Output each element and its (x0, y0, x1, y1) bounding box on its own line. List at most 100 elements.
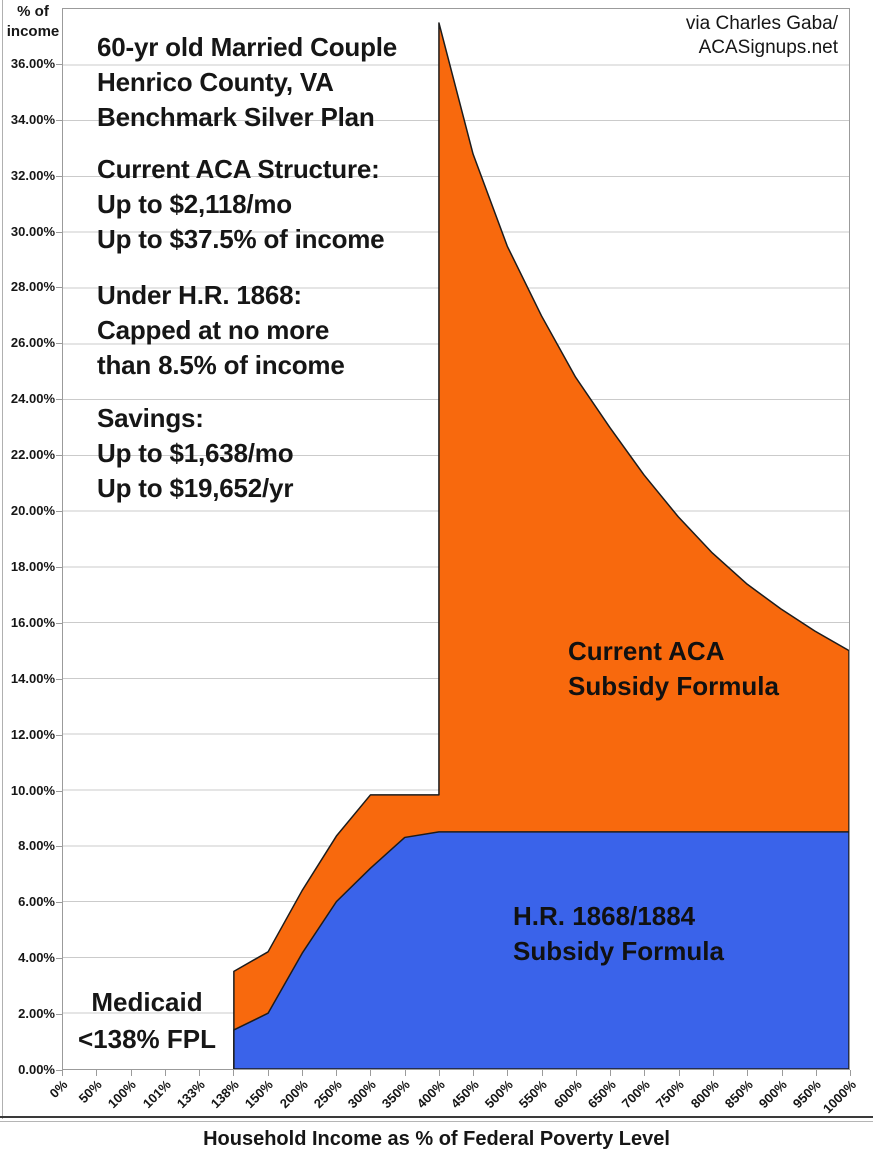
series-label-line: Subsidy Formula (568, 671, 779, 701)
series-label-line: Current ACA (568, 636, 725, 666)
x-axis-tick-label: 250% (310, 1077, 345, 1112)
x-axis-tick-label: 300% (344, 1077, 379, 1112)
x-axis-tick-label: 133% (173, 1077, 208, 1112)
x-axis-tick-label: 600% (550, 1077, 585, 1112)
y-axis-tick-label: 2.00% (18, 1006, 55, 1022)
plot-area (62, 8, 850, 1070)
x-axis-tick-label: 101% (139, 1077, 174, 1112)
annotation-line: Benchmark Silver Plan (97, 102, 375, 132)
annotation-current-aca: Current ACA Structure: Up to $2,118/mo U… (97, 152, 385, 257)
annotation-line: Current ACA Structure: (97, 154, 380, 184)
x-axis-tick (336, 1070, 338, 1076)
annotation-line: Up to $1,638/mo (97, 438, 294, 468)
y-axis-tick (56, 958, 62, 960)
y-axis-tick (56, 231, 62, 233)
y-axis-tick (56, 1070, 62, 1071)
x-axis-tick (130, 1070, 132, 1076)
annotation-savings: Savings: Up to $1,638/mo Up to $19,652/y… (97, 401, 294, 506)
bottom-rule-dark (0, 1116, 873, 1118)
x-axis-tick (850, 1070, 851, 1076)
x-axis-tick (438, 1070, 440, 1076)
y-axis-title-line2: income (6, 23, 60, 40)
y-axis-tick-label: 18.00% (10, 558, 55, 574)
x-axis-tick (164, 1070, 166, 1076)
annotation-line: Up to $19,652/yr (97, 473, 294, 503)
y-axis-tick (56, 1014, 62, 1016)
x-axis-tick (815, 1070, 817, 1076)
y-axis-tick (56, 511, 62, 513)
y-axis-tick-label: 12.00% (10, 726, 55, 742)
annotation-line: Up to $2,118/mo (97, 189, 292, 219)
x-axis-tick-label: 800% (687, 1077, 722, 1112)
annotation-line: Up to $37.5% of income (97, 224, 385, 254)
x-axis-tick (62, 1070, 63, 1076)
x-axis-tick-label: 750% (653, 1077, 688, 1112)
y-axis-tick (56, 846, 62, 848)
annotation-line: than 8.5% of income (97, 350, 345, 380)
y-axis-tick (56, 63, 62, 65)
y-axis-tick-label: 4.00% (18, 950, 55, 966)
x-axis-tick-label: 138% (207, 1077, 242, 1112)
x-axis-tick-label: 1000% (819, 1077, 859, 1117)
y-axis-tick (56, 119, 62, 121)
x-axis-tick-label: 850% (721, 1077, 756, 1112)
y-axis-tick-label: 22.00% (10, 447, 55, 463)
y-axis-tick (56, 287, 62, 289)
x-axis-tick-label: 500% (481, 1077, 517, 1112)
annotation-line: Henrico County, VA (97, 67, 334, 97)
annotation-plan-info: 60-yr old Married Couple Henrico County,… (97, 30, 397, 135)
x-axis-tick (473, 1070, 475, 1076)
annotation-line: Savings: (97, 403, 204, 433)
y-axis-tick-label: 34.00% (10, 111, 55, 127)
y-axis-title: % of income (4, 2, 62, 42)
x-axis-tick (301, 1070, 303, 1076)
bottom-rule-light (0, 1121, 873, 1122)
x-axis-tick (267, 1070, 269, 1076)
x-axis-tick-label: 50% (75, 1077, 105, 1107)
x-axis-tick (404, 1070, 406, 1076)
x-axis-tick (747, 1070, 749, 1076)
x-axis-tick-label: 950% (790, 1077, 825, 1112)
y-axis-tick-label: 6.00% (18, 894, 55, 910)
annotation-medicaid: Medicaid <138% FPL (56, 984, 238, 1058)
y-axis-tick-label: 10.00% (10, 782, 55, 798)
y-axis-tick (56, 734, 62, 736)
y-axis-tick (56, 622, 62, 624)
x-axis-tick (370, 1070, 372, 1076)
x-axis-tick-label: 100% (104, 1077, 140, 1112)
x-axis-tick (644, 1070, 646, 1076)
x-axis-tick (575, 1070, 577, 1076)
y-axis-tick-label: 32.00% (10, 167, 55, 183)
attribution-line2: ACASignups.net (698, 37, 838, 58)
attribution: via Charles Gaba/ ACASignups.net (686, 12, 838, 60)
x-axis-tick (678, 1070, 680, 1076)
y-axis-tick-label: 16.00% (10, 614, 55, 630)
y-axis-tick-label: 14.00% (10, 670, 55, 686)
x-axis-tick (507, 1070, 509, 1076)
y-axis-tick (56, 343, 62, 345)
y-axis-tick (56, 678, 62, 680)
x-axis-tick-label: 550% (516, 1077, 551, 1112)
x-axis-tick-label: 650% (584, 1077, 619, 1112)
x-axis-tick (199, 1070, 200, 1076)
y-axis-tick (56, 902, 62, 904)
y-axis-tick-label: 28.00% (10, 279, 55, 295)
x-axis-tick-label: 350% (379, 1077, 414, 1112)
series-label-line: Subsidy Formula (513, 936, 724, 966)
x-axis-tick (233, 1070, 235, 1076)
y-axis-tick (56, 566, 62, 568)
x-axis-tick (610, 1070, 612, 1076)
y-axis-tick (56, 455, 62, 457)
x-axis-title: Household Income as % of Federal Poverty… (203, 1128, 670, 1150)
y-axis-tick-label: 26.00% (10, 335, 55, 351)
annotation-line: Medicaid (91, 987, 203, 1017)
series-label-hr1868: H.R. 1868/1884 Subsidy Formula (513, 899, 724, 969)
y-axis-tick-label: 20.00% (10, 503, 55, 519)
y-axis-tick-label: 8.00% (18, 838, 55, 854)
x-axis-tick (713, 1070, 714, 1076)
outer-left-border (2, 0, 3, 1119)
y-axis-tick (56, 175, 62, 177)
x-axis-tick-label: 900% (755, 1077, 791, 1112)
annotation-line: Capped at no more (97, 315, 330, 345)
